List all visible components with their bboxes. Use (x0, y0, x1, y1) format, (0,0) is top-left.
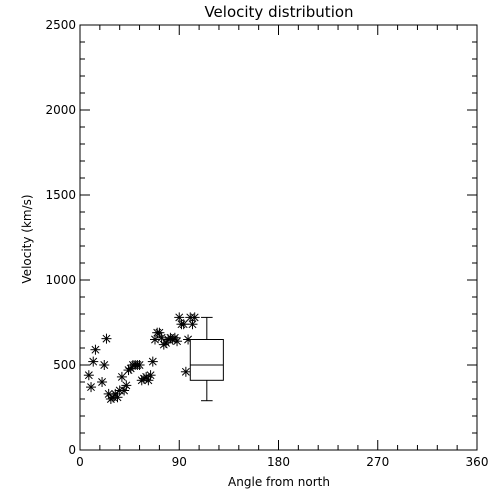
y-tick-label: 1500 (45, 188, 76, 202)
x-tick-label: 90 (172, 455, 187, 469)
data-point (88, 356, 99, 367)
data-point (145, 370, 156, 381)
data-point (147, 356, 158, 367)
x-tick-label: 180 (267, 455, 290, 469)
data-point (187, 319, 198, 330)
data-point (149, 334, 160, 345)
y-tick-label: 0 (68, 443, 76, 457)
y-axis-label: Velocity (km/s) (20, 194, 34, 283)
scatter-points (83, 312, 200, 404)
data-point (101, 333, 112, 344)
data-point (174, 312, 185, 323)
data-point (97, 377, 108, 387)
data-point (134, 360, 145, 370)
x-tick-label: 270 (366, 455, 389, 469)
x-axis-label: Angle from north (228, 475, 330, 489)
data-point (116, 371, 127, 382)
boxplot-box (189, 339, 224, 381)
axis-tick-labels: 0 90 180 270 360 0 500 1000 1500 2000 2500 (45, 18, 488, 469)
data-point (86, 382, 97, 393)
data-point (189, 312, 200, 323)
data-point (121, 380, 132, 391)
chart-title: Velocity distribution (204, 3, 353, 21)
plot-frame (79, 24, 478, 451)
boxplot (189, 316, 224, 402)
data-point (178, 319, 189, 330)
axis-ticks (79, 24, 478, 451)
y-tick-label: 1000 (45, 273, 76, 287)
x-tick-label: 360 (466, 455, 489, 469)
y-tick-label: 2500 (45, 18, 76, 32)
data-point (99, 360, 110, 370)
y-tick-label: 2000 (45, 103, 76, 117)
y-tick-label: 500 (53, 358, 76, 372)
data-point (180, 366, 191, 377)
data-point (90, 344, 101, 355)
data-point (83, 370, 94, 381)
data-point (172, 336, 183, 347)
x-tick-label: 0 (76, 455, 84, 469)
